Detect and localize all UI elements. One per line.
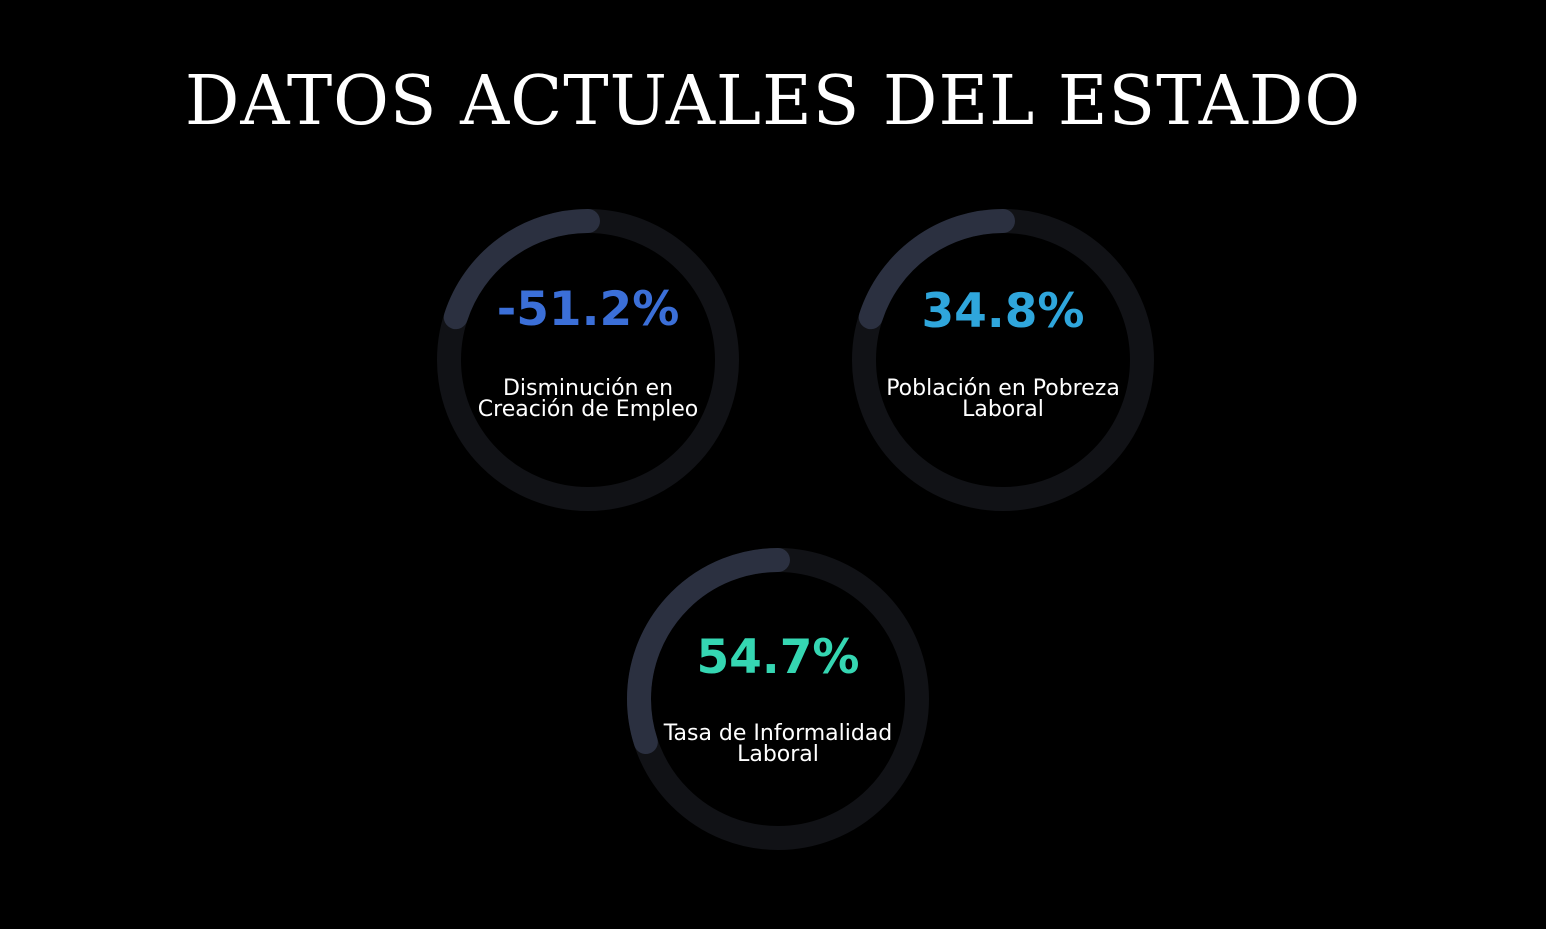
- ring-progress: [852, 209, 1154, 511]
- stat-card-empleo: -51.2% Disminución en Creación de Empleo: [436, 208, 740, 512]
- stat-label: Tasa de Informalidad Laboral: [663, 721, 893, 767]
- progress-ring: [437, 209, 739, 511]
- stat-value: 54.7%: [696, 630, 860, 685]
- ring-progress: [437, 209, 739, 511]
- stat-value: -51.2%: [496, 282, 680, 337]
- progress-ring: [852, 209, 1154, 511]
- ring-progress: [627, 548, 929, 850]
- stat-label: Disminución en Creación de Empleo: [477, 376, 699, 422]
- stat-label: Población en Pobreza Laboral: [886, 376, 1120, 422]
- progress-ring: [627, 548, 929, 850]
- stat-card-pobreza: 34.8% Población en Pobreza Laboral: [851, 208, 1155, 512]
- page-title: DATOS ACTUALES DEL ESTADO: [184, 62, 1362, 141]
- stat-value: 34.8%: [921, 284, 1085, 339]
- stat-card-informalidad: 54.7% Tasa de Informalidad Laboral: [626, 547, 930, 851]
